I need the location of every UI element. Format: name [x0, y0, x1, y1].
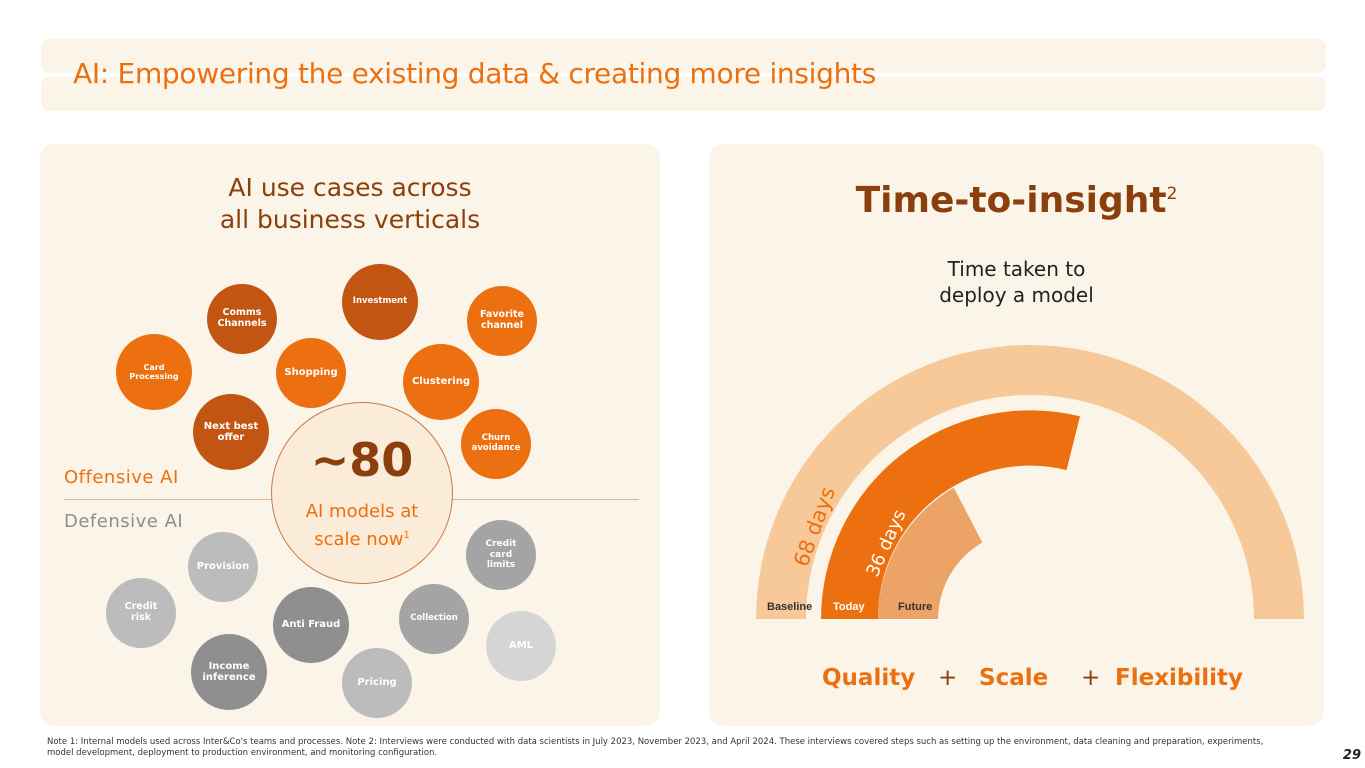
use-case-clustering: Clustering: [403, 344, 479, 420]
defensive-ai-label: Defensive AI: [64, 511, 184, 532]
use-case-card-processing: Card Processing: [116, 334, 192, 410]
use-case-churn-avoidance: Churn avoidance: [461, 409, 531, 479]
use-cases-heading: AI use cases across all business vertica…: [40, 172, 660, 236]
ai-models-caption-line2: scale now1: [272, 524, 452, 552]
future-label: Future: [898, 601, 932, 613]
baseline-arc: [756, 345, 1304, 619]
use-cases-panel: AI use cases across all business vertica…: [40, 144, 660, 726]
ai-models-caption: AI models at scale now1: [272, 500, 452, 552]
title-bar: AI: Empowering the existing data & creat…: [41, 39, 1326, 111]
time-to-insight-panel: Time-to-insight2 Time taken to deploy a …: [709, 144, 1324, 726]
ai-models-count: ~80: [310, 433, 414, 487]
use-cases-heading-line2: all business verticals: [219, 205, 481, 234]
ai-models-count-circle: ~80 AI models at scale now1: [271, 402, 453, 584]
use-case-next-best-offer: Next best offer: [193, 394, 269, 470]
use-case-credit-risk: Credit risk: [106, 578, 176, 648]
use-case-income-inference: Income inference: [191, 634, 267, 710]
subtitle-line1: Time taken to: [947, 257, 1086, 281]
today-label: Today: [833, 601, 865, 613]
future-arc: [878, 487, 983, 619]
ai-models-caption-text: scale now: [314, 529, 404, 550]
pillar-plus-2: +: [1081, 665, 1101, 691]
title-strip-top: [41, 39, 1326, 73]
time-to-insight-title: Time-to-insight2: [709, 180, 1324, 221]
pillar-plus-1: +: [938, 665, 958, 691]
use-case-collection: Collection: [399, 584, 469, 654]
baseline-label: Baseline: [767, 601, 812, 613]
footnote-ref-2: 2: [1166, 184, 1178, 204]
use-case-credit-card-limits: Credit card limits: [466, 520, 536, 590]
subtitle-line2: deploy a model: [939, 283, 1094, 307]
time-to-insight-title-text: Time-to-insight: [855, 180, 1167, 221]
footnote-ref-1: 1: [403, 530, 410, 541]
pillar-flexibility: Flexibility: [1115, 665, 1244, 691]
use-case-favorite-channel: Favorite channel: [467, 286, 537, 356]
pillar-quality: Quality: [822, 665, 916, 691]
use-case-pricing: Pricing: [342, 648, 412, 718]
use-case-investment: Investment: [342, 264, 418, 340]
page-number: 29: [1342, 748, 1361, 763]
ai-models-caption-line1: AI models at: [305, 501, 419, 522]
use-case-provision: Provision: [188, 532, 258, 602]
offensive-ai-label: Offensive AI: [64, 467, 179, 488]
title-strip-bottom: [41, 77, 1326, 111]
today-arc: [821, 410, 1080, 619]
use-case-comms-channels: Comms Channels: [207, 284, 277, 354]
time-to-insight-gauge: 68 days 36 days Baseline Today Future: [756, 345, 1304, 619]
use-case-anti-fraud: Anti Fraud: [273, 587, 349, 663]
footnote: Note 1: Internal models used across Inte…: [47, 737, 1264, 758]
pillar-scale: Scale: [979, 665, 1049, 691]
use-case-shopping: Shopping: [276, 338, 346, 408]
use-case-aml: AML: [486, 611, 556, 681]
time-to-insight-subtitle: Time taken to deploy a model: [709, 256, 1324, 308]
page-title: AI: Empowering the existing data & creat…: [73, 57, 877, 90]
use-cases-heading-line1: AI use cases across: [228, 173, 472, 202]
